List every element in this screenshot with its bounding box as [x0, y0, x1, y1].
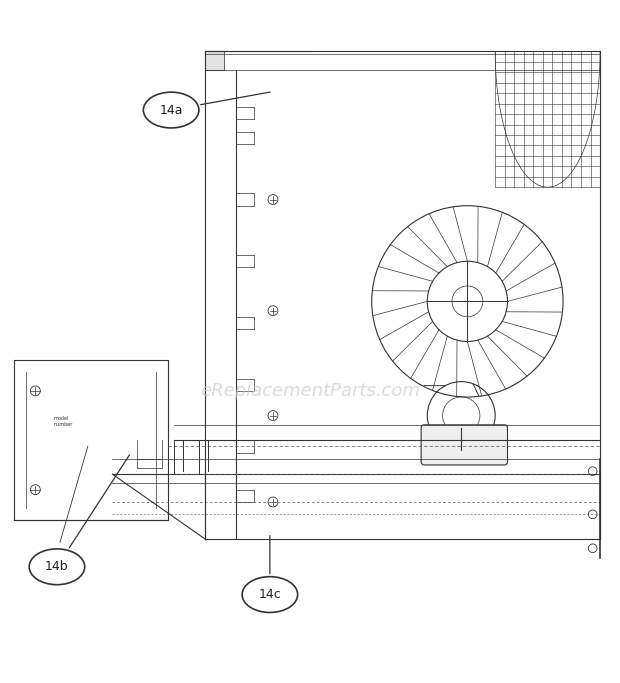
Ellipse shape [242, 576, 298, 613]
FancyBboxPatch shape [421, 425, 508, 465]
Ellipse shape [29, 549, 85, 585]
Text: 14a: 14a [159, 104, 183, 117]
Text: 14c: 14c [259, 588, 281, 601]
Text: model
number: model number [54, 417, 73, 427]
Text: 14b: 14b [45, 560, 69, 573]
Text: eReplacementParts.com: eReplacementParts.com [200, 382, 420, 400]
Ellipse shape [143, 92, 199, 128]
